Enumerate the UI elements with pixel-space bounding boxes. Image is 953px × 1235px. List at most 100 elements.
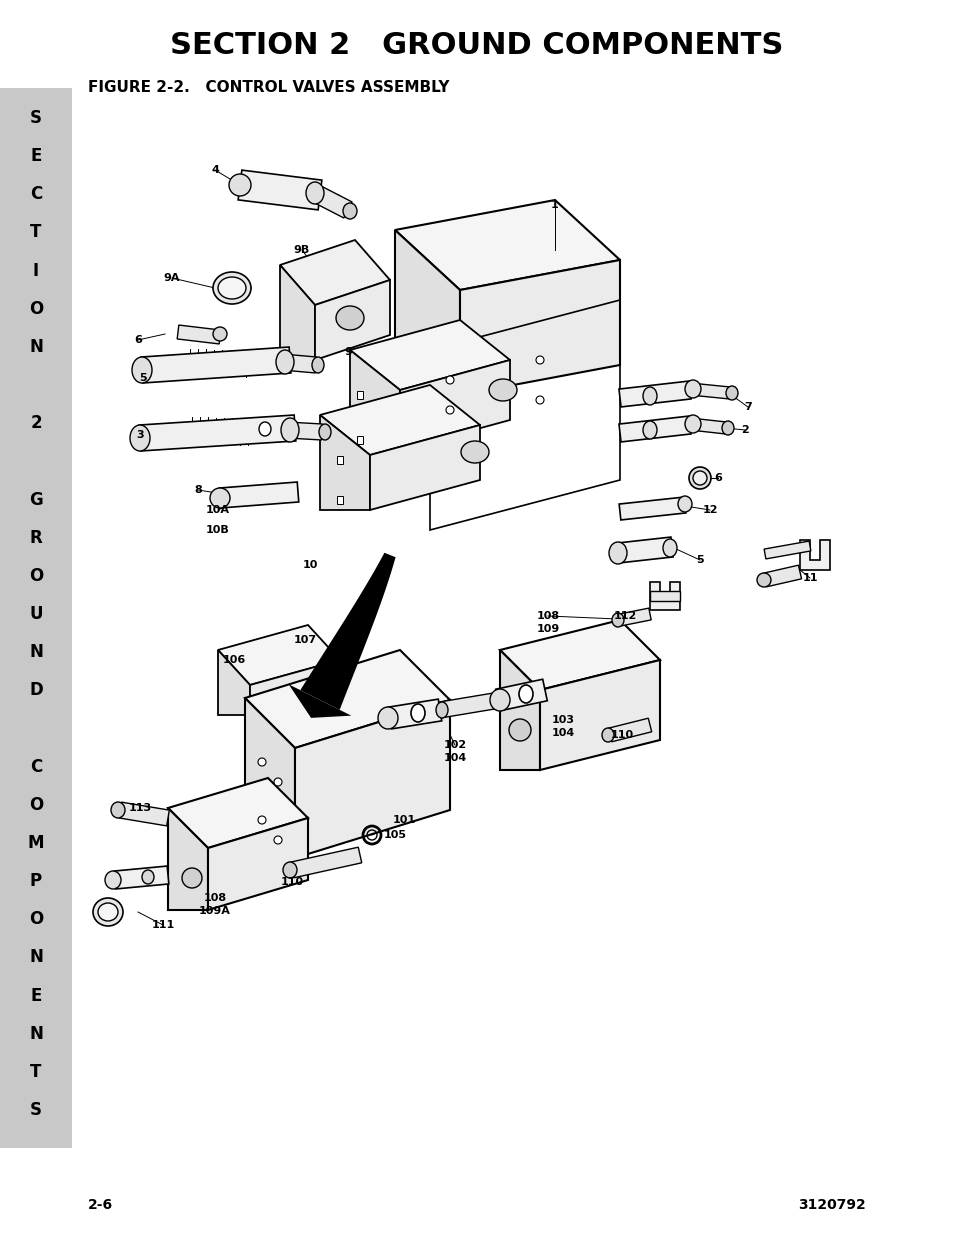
Polygon shape [350,320,510,390]
Text: C: C [30,185,42,204]
Polygon shape [290,847,361,878]
Bar [356,391,363,399]
Text: 7: 7 [743,403,751,412]
Text: 102: 102 [443,740,466,750]
Ellipse shape [489,379,517,401]
Text: 103: 103 [551,715,574,725]
Polygon shape [689,383,730,399]
Ellipse shape [343,203,356,219]
Polygon shape [459,261,619,395]
Ellipse shape [213,272,251,304]
Ellipse shape [446,375,454,384]
Polygon shape [114,866,169,889]
Text: 12: 12 [701,505,717,515]
Text: O: O [29,795,43,814]
Ellipse shape [257,758,266,766]
Text: 8: 8 [193,485,202,495]
Ellipse shape [312,357,324,373]
Text: 113: 113 [129,803,152,813]
Polygon shape [219,482,298,508]
Ellipse shape [642,387,657,405]
Polygon shape [280,240,390,305]
Ellipse shape [142,869,153,884]
Text: R: R [30,529,42,547]
Text: C: C [30,757,42,776]
Text: N: N [29,643,43,661]
Polygon shape [689,417,726,433]
Ellipse shape [132,357,152,383]
Text: 9A: 9A [164,273,180,283]
Polygon shape [649,582,679,610]
Ellipse shape [460,441,489,463]
Ellipse shape [111,802,125,818]
Ellipse shape [98,903,118,921]
Text: 108: 108 [536,611,559,621]
Text: G: G [30,490,43,509]
Polygon shape [649,592,679,601]
Text: 104: 104 [443,753,466,763]
Polygon shape [218,650,250,715]
Ellipse shape [274,778,282,785]
Polygon shape [762,566,801,587]
Ellipse shape [275,350,294,374]
Polygon shape [168,808,208,910]
Polygon shape [139,415,295,451]
Ellipse shape [281,417,298,442]
Bar [356,436,363,445]
Text: 3: 3 [136,430,144,440]
Ellipse shape [612,613,623,627]
Polygon shape [539,659,659,769]
Ellipse shape [684,415,700,433]
Ellipse shape [725,387,738,400]
Ellipse shape [105,871,121,889]
Ellipse shape [306,182,324,204]
Polygon shape [300,553,395,710]
Ellipse shape [509,719,531,741]
Polygon shape [438,692,500,718]
Polygon shape [618,416,690,442]
Text: 9: 9 [344,347,352,357]
Text: 1: 1 [551,200,558,210]
Text: 10B: 10B [206,525,230,535]
Polygon shape [311,185,352,219]
Ellipse shape [642,421,657,438]
Polygon shape [800,540,829,571]
Ellipse shape [721,421,733,435]
Text: 108: 108 [203,893,226,903]
Ellipse shape [283,862,296,878]
Text: N: N [29,1025,43,1042]
Polygon shape [395,200,619,290]
Polygon shape [319,415,370,510]
Polygon shape [496,679,547,711]
Text: 104: 104 [551,727,574,739]
Ellipse shape [318,424,331,440]
Text: N: N [29,338,43,356]
Text: 11: 11 [801,573,817,583]
Text: FIGURE 2-2.   CONTROL VALVES ASSEMBLY: FIGURE 2-2. CONTROL VALVES ASSEMBLY [88,80,449,95]
Ellipse shape [182,868,202,888]
Text: T: T [30,1063,42,1081]
Text: 105: 105 [383,830,406,840]
Bar [336,456,343,464]
Polygon shape [763,541,810,559]
Polygon shape [399,359,510,450]
Polygon shape [245,698,294,858]
Text: 101: 101 [392,815,416,825]
Ellipse shape [257,816,266,824]
Bar [336,496,343,504]
Ellipse shape [692,471,706,485]
Polygon shape [141,347,291,383]
Polygon shape [177,325,220,345]
Text: 2-6: 2-6 [88,1198,113,1212]
Polygon shape [286,422,322,440]
Ellipse shape [757,573,770,587]
Text: S: S [30,1100,42,1119]
Ellipse shape [130,425,150,451]
Text: 9B: 9B [294,245,310,254]
Polygon shape [319,385,479,454]
Polygon shape [499,650,539,769]
Ellipse shape [678,496,691,513]
Text: E: E [30,147,42,165]
Polygon shape [280,266,314,359]
Text: 5: 5 [139,373,147,383]
